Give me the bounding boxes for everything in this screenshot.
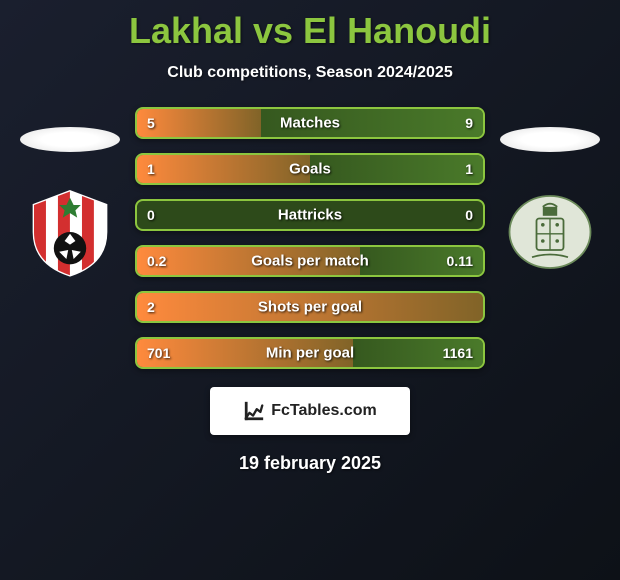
stat-bar: Goals 1 1 — [135, 153, 485, 185]
stat-value-right: 1 — [465, 161, 473, 177]
stat-label: Min per goal — [266, 345, 354, 362]
stat-fill-right — [310, 155, 483, 183]
club-badge-right — [505, 187, 595, 277]
stat-value-left: 0 — [147, 207, 155, 223]
brand-box: FcTables.com — [210, 387, 410, 435]
brand-text: FcTables.com — [271, 402, 377, 420]
player-left-avatar — [20, 127, 120, 152]
stat-value-right: 0.11 — [447, 253, 473, 269]
stats-column: Matches 5 9 Goals 1 1 Hattricks 0 0 Goals per mat… — [135, 107, 485, 369]
stat-bar: Goals per match 0.2 0.11 — [135, 245, 485, 277]
stat-value-right: 0 — [465, 207, 473, 223]
chart-icon — [243, 400, 265, 422]
player-right-column — [495, 107, 605, 277]
stat-value-left: 701 — [147, 345, 170, 361]
stat-value-right: 1161 — [443, 345, 473, 361]
stat-label: Matches — [280, 115, 340, 132]
stat-bar: Shots per goal 2 — [135, 291, 485, 323]
stat-label: Hattricks — [278, 207, 342, 224]
stat-fill-left — [137, 109, 261, 137]
stat-label: Shots per goal — [258, 299, 362, 316]
subtitle: Club competitions, Season 2024/2025 — [167, 64, 452, 82]
comparison-area: Matches 5 9 Goals 1 1 Hattricks 0 0 Goals per mat… — [0, 107, 620, 369]
stat-label: Goals — [289, 161, 331, 178]
stat-value-left: 1 — [147, 161, 155, 177]
stat-value-left: 5 — [147, 115, 155, 131]
stat-bar: Matches 5 9 — [135, 107, 485, 139]
stat-bar: Hattricks 0 0 — [135, 199, 485, 231]
player-right-avatar — [500, 127, 600, 152]
stat-fill-left — [137, 155, 310, 183]
player-left-column — [15, 107, 125, 277]
date-text: 19 february 2025 — [239, 453, 381, 474]
club-badge-left — [25, 187, 115, 277]
stat-value-right: 9 — [465, 115, 473, 131]
stat-label: Goals per match — [251, 253, 369, 270]
stat-value-left: 0.2 — [147, 253, 166, 269]
stat-value-left: 2 — [147, 299, 155, 315]
page-title: Lakhal vs El Hanoudi — [129, 10, 491, 52]
stat-bar: Min per goal 701 1161 — [135, 337, 485, 369]
